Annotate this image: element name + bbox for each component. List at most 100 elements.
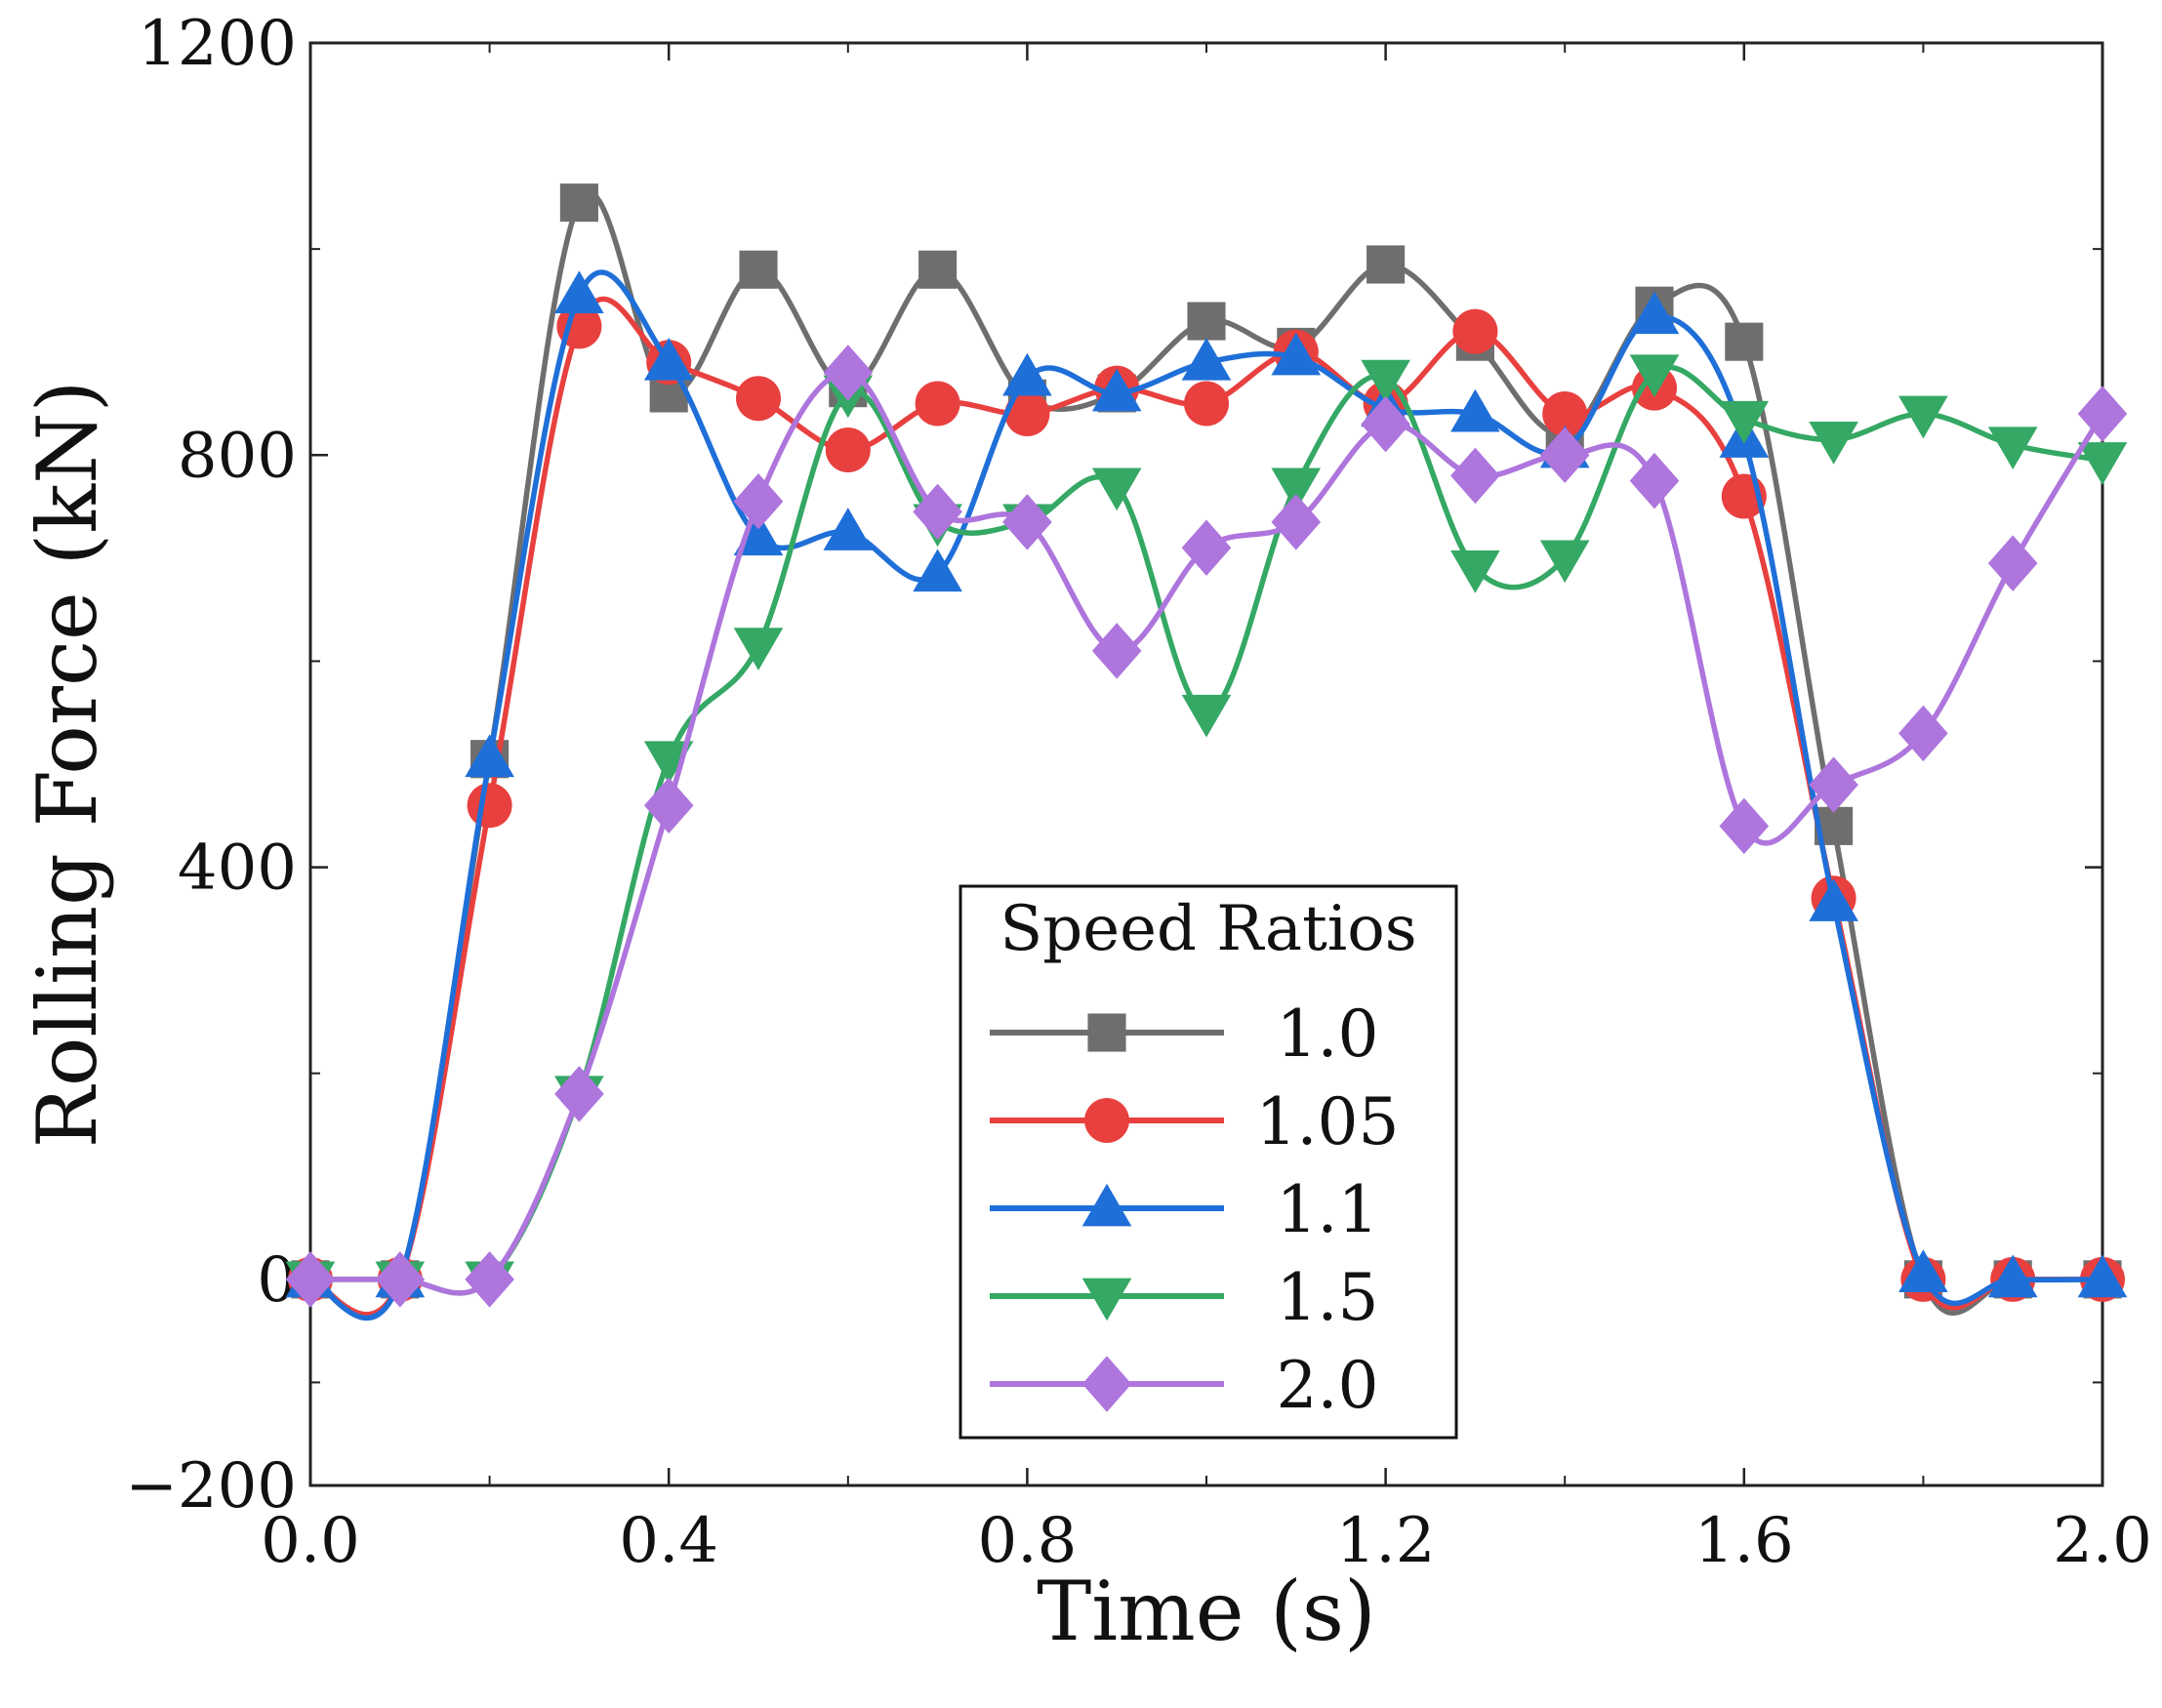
data-point-2-0 (2077, 386, 2128, 442)
legend-box (959, 884, 1458, 1440)
x-tick-label: 0.8 (978, 1505, 1078, 1577)
data-point-1-05 (1542, 391, 1588, 437)
data-point-2-0 (554, 1066, 604, 1122)
data-point-1-5 (1091, 468, 1142, 511)
series-line-1-1 (309, 269, 2103, 1322)
x-tick-label: 0.0 (261, 1505, 360, 1577)
series-2-0 (285, 345, 2128, 1308)
data-point-1-5 (1987, 427, 2038, 470)
data-point-2-0 (643, 777, 694, 834)
data-point-1-0 (1187, 302, 1226, 341)
legend-entry-1-0: 1.0 (990, 996, 1378, 1072)
y-tick-label: 800 (178, 420, 297, 492)
data-point-1-1 (733, 512, 784, 556)
legend-marker-2-0 (1081, 1356, 1132, 1412)
y-tick-label: 400 (178, 833, 297, 905)
data-point-1-5 (2077, 442, 2128, 485)
data-point-1-5 (1898, 395, 1948, 439)
data-point-1-0 (1725, 322, 1764, 361)
series-line-1-0 (309, 189, 2102, 1322)
legend-entries: 1.0 1.05 1.1 1.5 2.0 (990, 996, 1399, 1423)
data-point-1-05 (915, 381, 960, 427)
data-point-2-0 (375, 1251, 426, 1308)
data-point-1-1 (643, 337, 694, 381)
data-point-2-0 (1002, 494, 1052, 550)
legend-entry-1-05: 1.05 (990, 1084, 1399, 1159)
data-point-1-1 (1629, 291, 1680, 335)
data-point-1-5 (1450, 550, 1500, 593)
legend-entry-1-1: 1.1 (990, 1172, 1378, 1247)
y-tick-label: −200 (125, 1450, 297, 1523)
data-point-1-5 (733, 628, 784, 671)
data-point-1-05 (1184, 381, 1229, 427)
series-line-2-0 (310, 370, 2105, 1296)
data-point-1-1 (465, 734, 514, 778)
data-point-1-1 (1987, 1254, 2038, 1298)
x-tick-label: 1.2 (1336, 1505, 1436, 1577)
data-point-1-05 (736, 376, 781, 422)
legend-title: Speed Ratios (999, 893, 1416, 965)
legend-marker-1-05 (1084, 1098, 1129, 1143)
data-point-1-0 (739, 250, 778, 289)
data-point-1-0 (1367, 245, 1406, 284)
legend-label-1-05: 1.05 (1256, 1084, 1400, 1159)
legend-marker-1-5 (1081, 1278, 1132, 1322)
data-point-1-05 (825, 427, 871, 473)
data-point-1-1 (913, 549, 962, 592)
x-tick-label: 2.0 (2053, 1505, 2152, 1577)
legend-label-1-5: 1.5 (1277, 1260, 1379, 1335)
data-point-1-0 (918, 250, 958, 289)
data-point-1-0 (559, 183, 598, 223)
data-point-2-0 (1629, 452, 1680, 509)
data-point-2-0 (285, 1251, 336, 1308)
data-point-2-0 (733, 473, 784, 530)
data-point-1-1 (2077, 1254, 2128, 1298)
data-point-2-0 (1898, 705, 1948, 762)
x-axis-title: Time (s) (1037, 1564, 1376, 1659)
data-point-1-05 (1004, 391, 1050, 437)
data-point-1-5 (1719, 400, 1770, 444)
legend-entry-1-5: 1.5 (990, 1260, 1378, 1335)
series-group (285, 183, 2128, 1322)
data-point-1-1 (1002, 352, 1052, 396)
data-point-1-1 (1091, 368, 1142, 412)
data-point-1-5 (1271, 468, 1322, 511)
data-point-1-5 (1361, 359, 1410, 403)
data-point-1-1 (1898, 1249, 1948, 1292)
data-point-1-5 (1629, 354, 1680, 398)
data-point-2-0 (1271, 494, 1322, 550)
data-point-1-1 (1181, 337, 1232, 381)
legend: Speed Ratios 1.0 1.05 1.1 1.5 2.0 (959, 884, 1458, 1440)
x-tick-label: 0.4 (619, 1505, 718, 1577)
data-point-1-1 (1809, 878, 1858, 921)
data-point-2-0 (1809, 756, 1858, 813)
data-point-1-05 (467, 783, 512, 829)
data-point-1-1 (1450, 388, 1500, 432)
legend-label-1-1: 1.1 (1277, 1172, 1379, 1247)
legend-marker-1-1 (1081, 1183, 1132, 1227)
data-point-1-5 (1809, 422, 1858, 465)
data-point-2-0 (1361, 395, 1410, 453)
data-point-1-5 (643, 741, 694, 785)
data-point-2-0 (1539, 427, 1590, 484)
data-point-1-1 (554, 270, 604, 314)
y-axis-title: Rolling Force (kN) (20, 381, 115, 1149)
data-point-1-5 (1181, 694, 1232, 738)
data-point-1-05 (1452, 308, 1498, 354)
legend-marker-1-0 (1087, 1013, 1126, 1052)
data-point-2-0 (1719, 797, 1770, 855)
legend-entry-2-0: 2.0 (990, 1348, 1378, 1423)
data-point-2-0 (823, 345, 874, 401)
data-point-1-5 (1539, 540, 1590, 584)
y-tick-label: 1200 (138, 8, 297, 80)
data-point-1-1 (823, 508, 874, 550)
data-point-2-0 (1450, 447, 1500, 505)
data-point-2-0 (1987, 535, 2038, 591)
legend-label-1-0: 1.0 (1277, 996, 1379, 1072)
x-tick-label: 1.6 (1694, 1505, 1794, 1577)
data-point-2-0 (465, 1251, 514, 1308)
data-point-2-0 (1181, 519, 1232, 577)
data-point-2-0 (913, 483, 962, 541)
data-point-1-1 (1271, 332, 1322, 376)
